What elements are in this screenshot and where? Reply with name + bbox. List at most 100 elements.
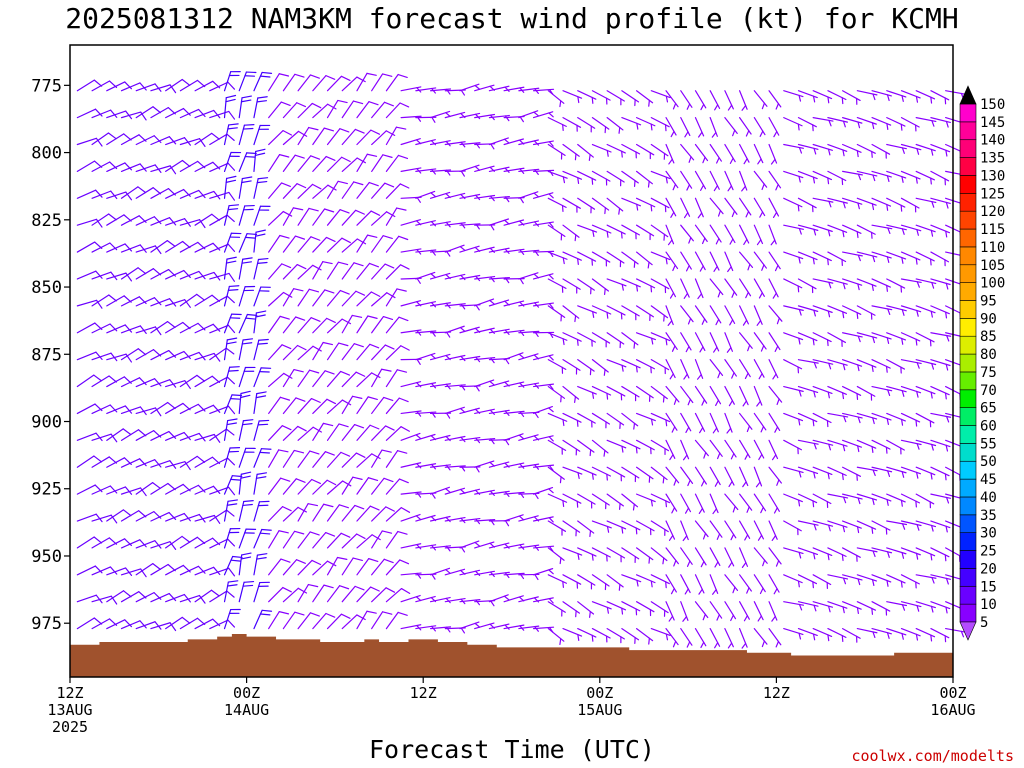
wind-barb xyxy=(371,101,394,119)
wind-barb xyxy=(827,170,847,186)
colorbar-label: 145 xyxy=(980,115,1005,131)
wind-barb xyxy=(312,317,336,334)
wind-barb xyxy=(297,426,322,441)
wind-barb xyxy=(577,197,596,214)
x-tick-label: 12Z xyxy=(763,684,790,702)
wind-barb xyxy=(209,133,235,146)
wind-barb xyxy=(223,232,242,253)
wind-barb xyxy=(915,224,936,237)
wind-barb xyxy=(253,310,267,334)
wind-barb xyxy=(665,305,674,326)
wind-barb xyxy=(635,627,654,645)
wind-barb xyxy=(120,539,147,549)
wind-barb xyxy=(886,143,907,154)
wind-barb xyxy=(856,466,878,477)
wind-barb xyxy=(165,137,191,146)
wind-barb xyxy=(209,295,235,307)
wind-barb xyxy=(503,352,525,361)
wind-barb xyxy=(268,477,291,495)
wind-barb xyxy=(474,298,495,307)
wind-barb xyxy=(312,236,336,253)
wind-barb xyxy=(635,359,656,374)
wind-barb xyxy=(694,251,706,272)
colorbar-swatch xyxy=(959,282,977,301)
wind-barb xyxy=(194,352,221,362)
wind-barb xyxy=(783,251,804,264)
wind-barb xyxy=(694,359,704,380)
wind-barb xyxy=(326,504,349,522)
wind-barb xyxy=(209,509,235,522)
wind-barb xyxy=(415,352,437,361)
wind-barb xyxy=(900,547,921,560)
wind-barb xyxy=(312,75,336,92)
colorbar-label: 55 xyxy=(980,436,997,452)
wind-barb xyxy=(326,180,348,199)
wind-barb xyxy=(91,352,118,362)
wind-barb xyxy=(930,412,952,423)
wind-barb xyxy=(768,547,782,567)
wind-barb xyxy=(268,130,293,146)
wind-barb xyxy=(385,530,408,549)
wind-barb xyxy=(856,251,878,263)
wind-barb xyxy=(562,627,583,641)
wind-barb xyxy=(444,244,466,253)
wind-barb xyxy=(827,251,847,267)
wind-barb xyxy=(253,500,270,522)
wind-barb xyxy=(268,182,291,199)
wind-barb xyxy=(297,369,320,388)
wind-barb xyxy=(194,213,220,226)
wind-barb xyxy=(341,557,363,576)
wind-barb xyxy=(694,385,708,406)
wind-barb xyxy=(724,547,735,568)
wind-barb xyxy=(341,395,363,415)
wind-barb xyxy=(915,197,937,208)
wind-barb xyxy=(532,302,554,309)
wind-barb xyxy=(385,288,407,307)
wind-barb xyxy=(753,197,766,218)
wind-barb xyxy=(753,412,767,433)
wind-barb xyxy=(223,499,238,522)
wind-barb xyxy=(930,520,951,533)
wind-barb xyxy=(165,218,191,227)
wind-barb xyxy=(709,117,718,138)
wind-barb xyxy=(915,466,936,480)
wind-barb xyxy=(827,117,848,128)
wind-barb xyxy=(797,224,819,236)
wind-barb xyxy=(724,493,739,513)
wind-barb xyxy=(371,292,396,307)
wind-barb xyxy=(76,137,103,147)
wind-barb xyxy=(915,601,936,613)
colorbar-label: 70 xyxy=(980,383,997,399)
wind-barb xyxy=(856,627,878,639)
wind-barb xyxy=(621,278,641,292)
colorbar-swatch xyxy=(959,353,977,373)
wind-barb xyxy=(768,117,780,138)
wind-barb xyxy=(120,568,147,578)
wind-barb xyxy=(106,428,132,441)
colorbar-label: 125 xyxy=(980,186,1005,202)
wind-barb xyxy=(179,455,206,468)
wind-barb xyxy=(680,412,692,433)
wind-barb xyxy=(238,390,251,415)
wind-barb xyxy=(650,278,670,294)
wind-barb xyxy=(665,278,677,299)
wind-barb xyxy=(635,466,654,483)
wind-barb xyxy=(606,224,626,239)
wind-barb xyxy=(415,220,437,227)
wind-barb xyxy=(371,235,393,253)
wind-barb xyxy=(753,627,768,648)
wind-barb xyxy=(886,547,907,559)
wind-barb xyxy=(371,558,394,576)
wind-barb xyxy=(326,451,351,468)
wind-barb xyxy=(930,224,951,238)
wind-barb xyxy=(223,394,243,415)
wind-barb xyxy=(209,538,236,549)
wind-barb xyxy=(783,117,803,131)
wind-barb xyxy=(385,102,410,119)
wind-barb xyxy=(194,190,221,200)
y-tick-label: 925 xyxy=(31,480,62,500)
wind-barb xyxy=(753,143,764,165)
wind-barb xyxy=(341,614,366,630)
wind-barb xyxy=(356,505,380,522)
wind-barb xyxy=(209,405,236,415)
